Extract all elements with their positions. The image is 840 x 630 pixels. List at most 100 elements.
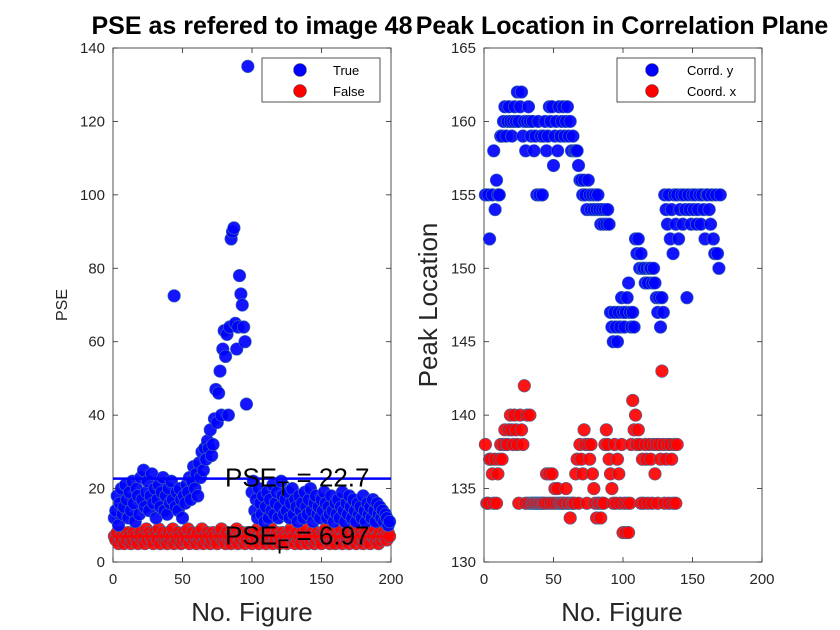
reference-label-value: = 6.97	[289, 520, 369, 550]
left-legend-label-false: False	[333, 84, 365, 99]
right-point-corrd-y	[655, 291, 669, 305]
right-point-corrd-y	[566, 129, 580, 143]
right-point-corrd-y	[626, 305, 640, 319]
right-point-corrd-y	[703, 217, 718, 231]
left-y-tick-label: 140	[80, 40, 105, 57]
right-point-corrd-y	[646, 261, 661, 275]
right-point-corrd-y	[610, 335, 625, 349]
right-point-coord-x	[585, 467, 600, 481]
left-point-true	[227, 221, 241, 235]
right-point-corrd-y	[487, 144, 501, 158]
left-point-true	[230, 342, 244, 356]
right-points	[478, 85, 727, 540]
right-point-corrd-y	[666, 247, 680, 261]
right-x-tick-label: 0	[480, 571, 488, 588]
right-point-coord-x	[587, 481, 601, 496]
right-point-coord-x	[621, 526, 636, 540]
left-y-tick-label: 60	[88, 334, 105, 351]
right-point-coord-x	[584, 437, 598, 452]
right-point-coord-x	[514, 423, 529, 437]
left-point-true	[232, 269, 247, 283]
right-y-tick-label: 140	[451, 407, 476, 424]
right-y-tick-label: 155	[451, 187, 476, 204]
right-point-corrd-y	[489, 173, 504, 187]
right-point-corrd-y	[680, 291, 694, 305]
right-point-corrd-y	[602, 217, 616, 231]
right-point-coord-x	[545, 467, 559, 481]
right-point-corrd-y	[591, 188, 605, 202]
right-legend-label-coord-x: Coord. x	[687, 84, 737, 99]
right-point-coord-x	[516, 437, 530, 452]
right-point-corrd-y	[671, 232, 686, 246]
right-point-corrd-y	[488, 202, 502, 217]
right-point-corrd-y	[634, 247, 648, 261]
left-y-axis-label: PSE	[54, 289, 71, 321]
right-legend-label-coord-y: Corrd. y	[687, 63, 734, 78]
left-x-tick-label: 0	[109, 571, 117, 588]
right-point-corrd-y	[551, 144, 565, 158]
left-point-true	[205, 448, 219, 463]
right-legend-box	[616, 57, 756, 103]
right-point-coord-x	[517, 379, 531, 393]
right-point-coord-x	[583, 452, 597, 466]
left-point-true	[221, 408, 235, 422]
right-point-corrd-y	[706, 232, 720, 246]
right-legend: Corrd. y Coord. x	[616, 57, 756, 103]
right-legend-marker-coord-y	[645, 63, 659, 77]
right-legend-marker-coord-x	[645, 84, 659, 98]
left-point-true	[212, 386, 226, 400]
right-point-corrd-y	[631, 232, 645, 246]
left-y-tick-label: 120	[80, 113, 105, 130]
left-point-true	[218, 349, 233, 364]
left-y-tick-label: 0	[97, 554, 105, 571]
left-reference-label-f: PSEF = 6.97	[225, 520, 369, 558]
right-point-coord-x	[491, 467, 505, 481]
right-y-tick-label: 160	[451, 113, 476, 130]
right-point-coord-x	[478, 437, 492, 452]
left-legend: True False	[261, 57, 381, 103]
reference-label-main: PSE	[225, 520, 277, 550]
right-point-corrd-y	[527, 144, 541, 158]
left-x-axis-label: No. Figure	[191, 597, 312, 627]
right-y-tick-label: 150	[451, 260, 476, 277]
left-legend-marker-false	[293, 84, 307, 98]
right-y-axis-label: Peak Location	[413, 223, 443, 388]
right-point-coord-x	[563, 511, 577, 525]
left-point-true	[213, 364, 227, 378]
left-point-true	[235, 298, 249, 312]
left-legend-label-true: True	[333, 63, 359, 78]
left-point-true	[237, 320, 251, 334]
left-y-tick-label: 40	[88, 407, 105, 424]
right-point-corrd-y	[492, 188, 506, 202]
left-x-tick-label: 100	[239, 571, 264, 588]
left-point-true	[206, 437, 220, 452]
left-point-true	[196, 463, 210, 477]
right-point-coord-x	[626, 393, 640, 408]
left-point-true	[239, 397, 254, 411]
right-point-coord-x	[610, 452, 625, 466]
right-point-corrd-y	[710, 247, 725, 261]
right-point-coord-x	[631, 423, 645, 437]
right-x-tick-label: 100	[610, 571, 635, 588]
right-point-coord-x	[594, 511, 608, 525]
right-point-coord-x	[670, 437, 684, 452]
left-y-tick-label: 100	[80, 187, 105, 204]
left-reference-lines: PSET = 22.7 PSEF = 6.97	[113, 463, 391, 558]
right-point-corrd-y	[571, 158, 586, 173]
left-x-tick-label: 200	[378, 571, 403, 588]
right-point-corrd-y	[601, 202, 615, 217]
right-y-tick-label: 145	[451, 334, 476, 351]
left-point-true	[167, 289, 181, 303]
right-point-corrd-y	[563, 114, 577, 129]
right-point-corrd-y	[560, 100, 575, 114]
left-legend-marker-true	[293, 63, 307, 77]
right-point-corrd-y	[505, 129, 519, 143]
reference-label-sub: T	[277, 479, 289, 501]
right-point-coord-x	[599, 423, 613, 437]
reference-label-value: = 22.7	[289, 463, 369, 493]
right-point-corrd-y	[653, 320, 668, 334]
right-point-coord-x	[577, 423, 591, 437]
right-point-coord-x	[605, 481, 619, 496]
right-x-tick-label: 200	[749, 571, 774, 588]
